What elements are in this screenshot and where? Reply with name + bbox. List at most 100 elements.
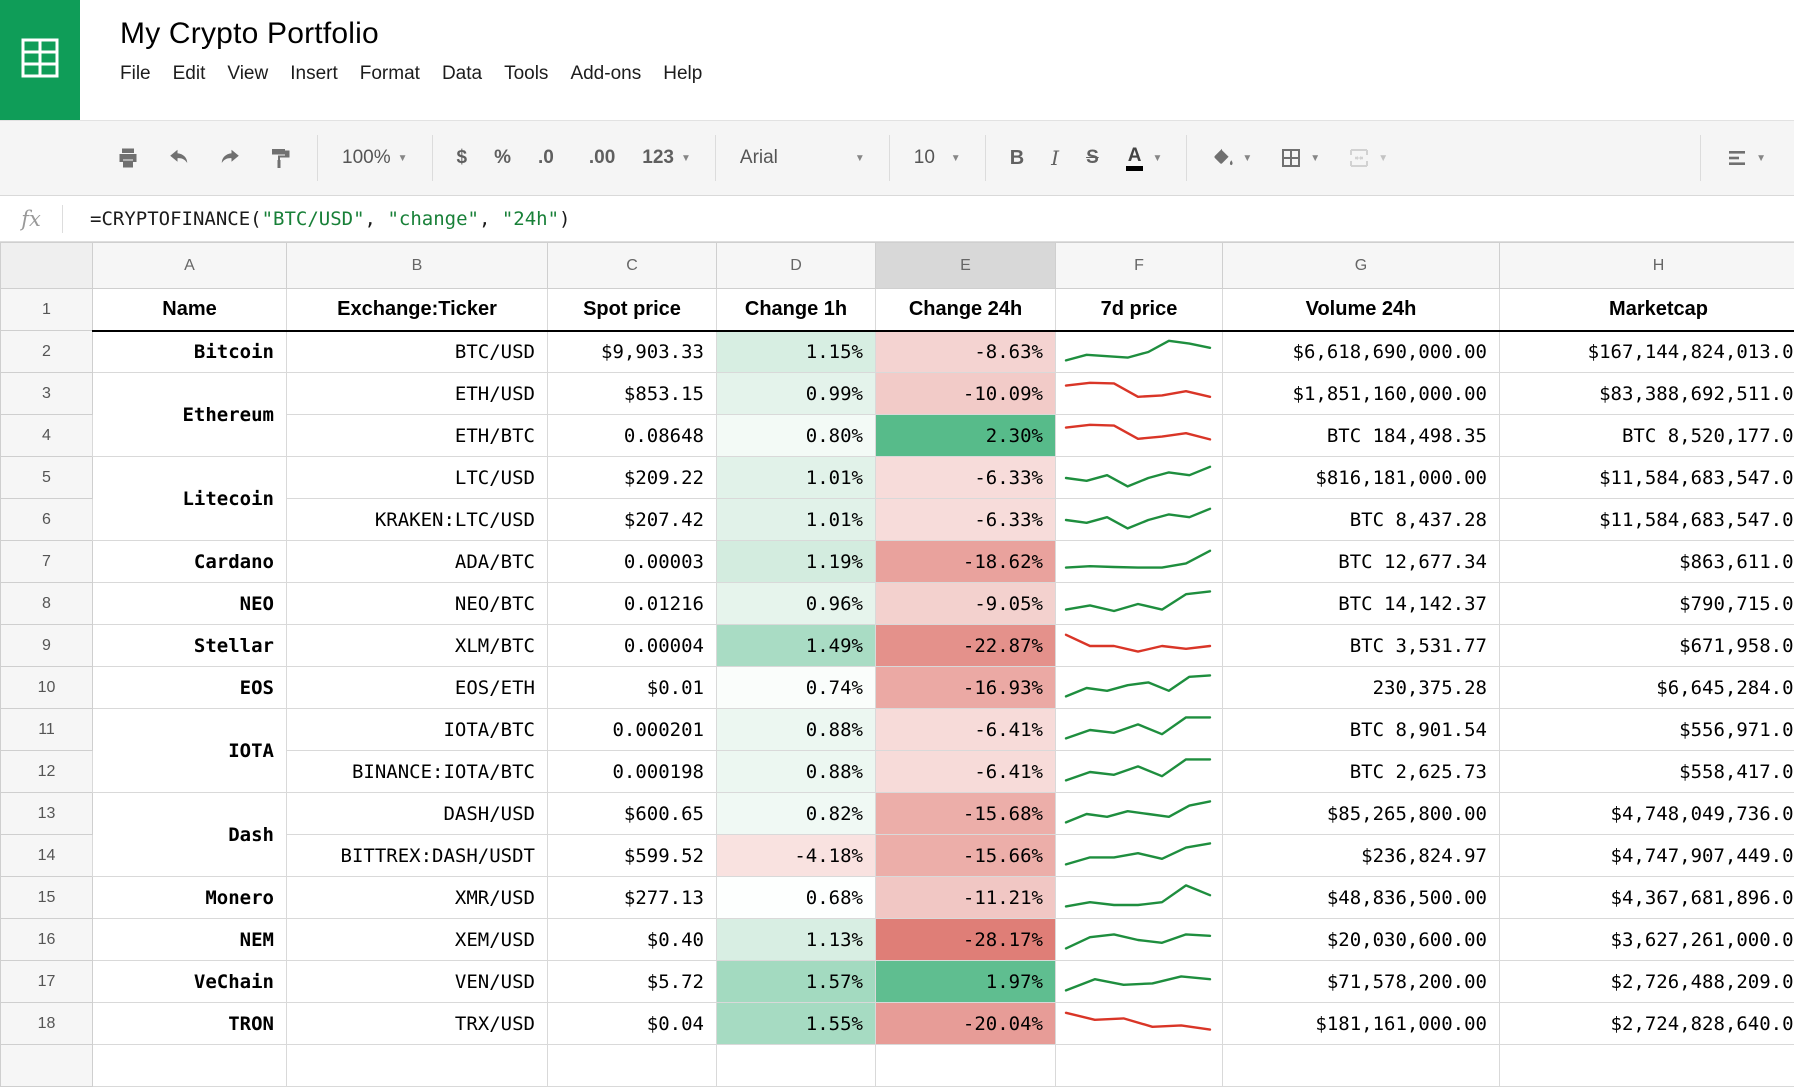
cell-E11[interactable]: -6.41% (876, 709, 1056, 751)
cell-A16[interactable]: NEM (93, 919, 287, 961)
cell-D4[interactable]: 0.80% (717, 415, 876, 457)
menu-insert[interactable]: Insert (279, 60, 349, 88)
cell-H1[interactable]: Marketcap (1500, 289, 1794, 331)
cell-E12[interactable]: -6.41% (876, 751, 1056, 793)
menu-help[interactable]: Help (652, 60, 713, 88)
cell-A2[interactable]: Bitcoin (93, 331, 287, 373)
row-header-1[interactable]: 1 (1, 289, 93, 331)
row-header-17[interactable]: 17 (1, 961, 93, 1003)
cell-F14[interactable] (1056, 835, 1223, 877)
cell-E14[interactable]: -15.66% (876, 835, 1056, 877)
cell-F2[interactable] (1056, 331, 1223, 373)
cell-F7[interactable] (1056, 541, 1223, 583)
cell-A8[interactable]: NEO (93, 583, 287, 625)
row-header-8[interactable]: 8 (1, 583, 93, 625)
row-header-10[interactable]: 10 (1, 667, 93, 709)
cell-E19[interactable] (876, 1045, 1056, 1087)
cell-D16[interactable]: 1.13% (717, 919, 876, 961)
horizontal-align-button[interactable]: ▼ (1725, 146, 1766, 170)
borders-button[interactable]: ▼ (1279, 146, 1320, 170)
cell-F9[interactable] (1056, 625, 1223, 667)
cell-E17[interactable]: 1.97% (876, 961, 1056, 1003)
cell-D6[interactable]: 1.01% (717, 499, 876, 541)
text-color-button[interactable]: A▼ (1126, 146, 1163, 171)
cell-C1[interactable]: Spot price (548, 289, 717, 331)
column-header-H[interactable]: H (1500, 243, 1794, 289)
cell-F3[interactable] (1056, 373, 1223, 415)
cell-H15[interactable]: $4,367,681,896.00 (1500, 877, 1794, 919)
row-header-18[interactable]: 18 (1, 1003, 93, 1045)
cell-G9[interactable]: BTC 3,531.77 (1223, 625, 1500, 667)
print-button[interactable] (116, 146, 140, 170)
cell-D8[interactable]: 0.96% (717, 583, 876, 625)
row-header-6[interactable]: 6 (1, 499, 93, 541)
row-header-5[interactable]: 5 (1, 457, 93, 499)
cell-B9[interactable]: XLM/BTC (287, 625, 548, 667)
cell-B7[interactable]: ADA/BTC (287, 541, 548, 583)
undo-button[interactable] (167, 146, 191, 170)
cell-D14[interactable]: -4.18% (717, 835, 876, 877)
cell-G8[interactable]: BTC 14,142.37 (1223, 583, 1500, 625)
cell-C5[interactable]: $209.22 (548, 457, 717, 499)
cell-D18[interactable]: 1.55% (717, 1003, 876, 1045)
cell-B15[interactable]: XMR/USD (287, 877, 548, 919)
cell-E6[interactable]: -6.33% (876, 499, 1056, 541)
cell-G18[interactable]: $181,161,000.00 (1223, 1003, 1500, 1045)
cell-D10[interactable]: 0.74% (717, 667, 876, 709)
cell-A18[interactable]: TRON (93, 1003, 287, 1045)
cell-C2[interactable]: $9,903.33 (548, 331, 717, 373)
cell-H16[interactable]: $3,627,261,000.00 (1500, 919, 1794, 961)
format-currency-button[interactable]: $ (457, 147, 468, 169)
cell-B14[interactable]: BITTREX:DASH/USDT (287, 835, 548, 877)
cell-F8[interactable] (1056, 583, 1223, 625)
redo-button[interactable] (218, 146, 242, 170)
zoom-select[interactable]: 100%▼ (342, 147, 408, 169)
cell-C13[interactable]: $600.65 (548, 793, 717, 835)
cell-E15[interactable]: -11.21% (876, 877, 1056, 919)
cell-A3[interactable]: Ethereum (93, 373, 287, 457)
menu-file[interactable]: File (109, 60, 162, 88)
column-header-F[interactable]: F (1056, 243, 1223, 289)
cell-E5[interactable]: -6.33% (876, 457, 1056, 499)
row-header-2[interactable]: 2 (1, 331, 93, 373)
cell-H11[interactable]: $556,971.00 (1500, 709, 1794, 751)
row-header-15[interactable]: 15 (1, 877, 93, 919)
cell-C10[interactable]: $0.01 (548, 667, 717, 709)
cell-B6[interactable]: KRAKEN:LTC/USD (287, 499, 548, 541)
italic-button[interactable]: I (1051, 146, 1059, 170)
cell-D5[interactable]: 1.01% (717, 457, 876, 499)
cell-F19[interactable] (1056, 1045, 1223, 1087)
cell-H13[interactable]: $4,748,049,736.00 (1500, 793, 1794, 835)
cell-H14[interactable]: $4,747,907,449.00 (1500, 835, 1794, 877)
cell-H3[interactable]: $83,388,692,511.00 (1500, 373, 1794, 415)
cell-D12[interactable]: 0.88% (717, 751, 876, 793)
cell-E3[interactable]: -10.09% (876, 373, 1056, 415)
cell-A13[interactable]: Dash (93, 793, 287, 877)
row-header-9[interactable]: 9 (1, 625, 93, 667)
cell-E9[interactable]: -22.87% (876, 625, 1056, 667)
increase-decimals-button[interactable]: .00→ (589, 147, 615, 169)
cell-F12[interactable] (1056, 751, 1223, 793)
cell-G19[interactable] (1223, 1045, 1500, 1087)
cell-H5[interactable]: $11,584,683,547.00 (1500, 457, 1794, 499)
cell-A17[interactable]: VeChain (93, 961, 287, 1003)
menu-data[interactable]: Data (431, 60, 493, 88)
cell-B17[interactable]: VEN/USD (287, 961, 548, 1003)
cell-D2[interactable]: 1.15% (717, 331, 876, 373)
cell-H8[interactable]: $790,715.00 (1500, 583, 1794, 625)
cell-C11[interactable]: 0.000201 (548, 709, 717, 751)
cell-F6[interactable] (1056, 499, 1223, 541)
menu-view[interactable]: View (216, 60, 279, 88)
cell-D15[interactable]: 0.68% (717, 877, 876, 919)
strikethrough-button[interactable]: S (1086, 147, 1099, 169)
cell-A15[interactable]: Monero (93, 877, 287, 919)
cell-B1[interactable]: Exchange:Ticker (287, 289, 548, 331)
cell-G7[interactable]: BTC 12,677.34 (1223, 541, 1500, 583)
cell-A7[interactable]: Cardano (93, 541, 287, 583)
cell-C19[interactable] (548, 1045, 717, 1087)
cell-C9[interactable]: 0.00004 (548, 625, 717, 667)
row-header-4[interactable]: 4 (1, 415, 93, 457)
paint-format-button[interactable] (269, 146, 293, 170)
cell-E10[interactable]: -16.93% (876, 667, 1056, 709)
cell-D3[interactable]: 0.99% (717, 373, 876, 415)
